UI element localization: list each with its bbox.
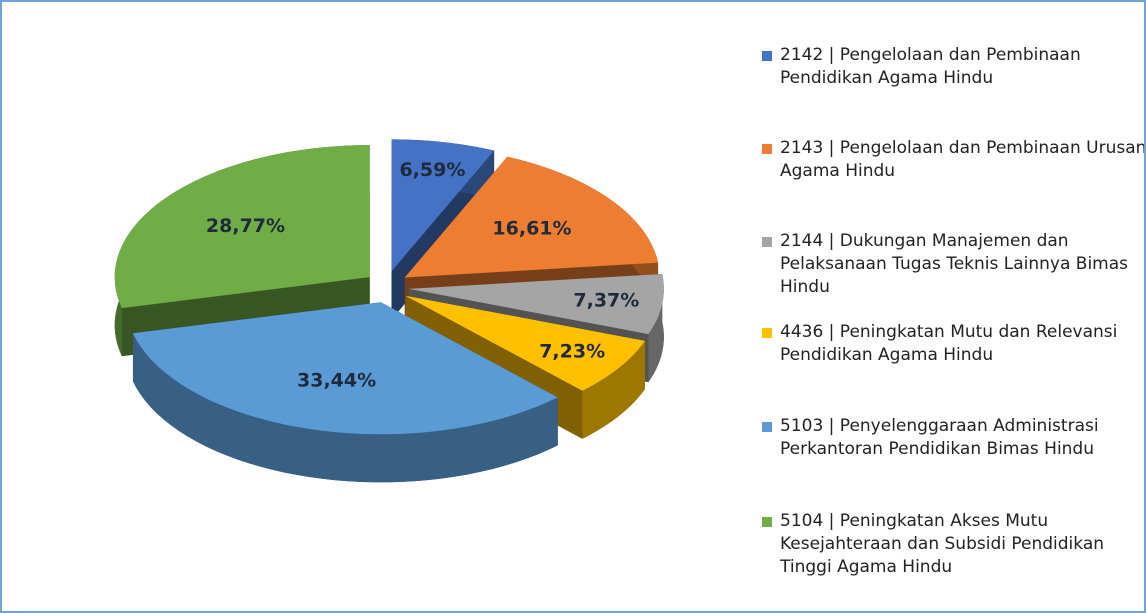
legend-entry: 5104 | Peningkatan Akses Mutu Kesejahter… xyxy=(762,510,1144,579)
slice-side xyxy=(582,340,645,439)
slice-top xyxy=(405,295,645,391)
data-label: 7,23% xyxy=(539,340,605,362)
legend-label: 5104 | Peningkatan Akses Mutu Kesejahter… xyxy=(780,511,1105,577)
slice-top xyxy=(114,145,370,309)
legend-swatch xyxy=(762,144,772,154)
legend-label: 4436 | Peningkatan Mutu dan Relevansi Pe… xyxy=(780,322,1118,365)
slice-top xyxy=(408,273,664,335)
slice-cut xyxy=(121,145,370,357)
slice-top xyxy=(404,156,659,278)
legend-label: 5103 | Penyelenggaraan Administrasi Perk… xyxy=(780,416,1099,459)
legend-entry: 5103 | Penyelenggaraan Administrasi Perk… xyxy=(762,415,1144,461)
legend-entry: 2144 | Dukungan Manajemen dan Pelaksanaa… xyxy=(762,230,1144,299)
legend-label: 2143 | Pengelolaan dan Pembinaan Urusan … xyxy=(780,138,1146,181)
data-label: 6,59% xyxy=(399,159,465,181)
data-label: 28,77% xyxy=(206,215,285,237)
data-label: 7,37% xyxy=(573,290,639,312)
legend-label: 2144 | Dukungan Manajemen dan Pelaksanaa… xyxy=(780,231,1129,297)
legend-swatch xyxy=(762,328,772,338)
legend-label: 2142 | Pengelolaan dan Pembinaan Pendidi… xyxy=(780,45,1081,88)
slice xyxy=(132,302,558,483)
slice-top xyxy=(132,302,558,435)
legend-swatch xyxy=(762,517,772,527)
data-label: 33,44% xyxy=(297,369,376,391)
slice-side xyxy=(648,273,664,383)
legend-swatch xyxy=(762,237,772,247)
legend-entry: 2142 | Pengelolaan dan Pembinaan Pendidi… xyxy=(762,44,1144,90)
legend-swatch xyxy=(762,51,772,61)
legend-entry: 2143 | Pengelolaan dan Pembinaan Urusan … xyxy=(762,137,1146,183)
legend-entry: 4436 | Peningkatan Mutu dan Relevansi Pe… xyxy=(762,321,1144,367)
legend-swatch xyxy=(762,422,772,432)
slice-side xyxy=(132,333,558,483)
data-label: 16,61% xyxy=(492,217,571,239)
slice-top xyxy=(391,139,495,272)
